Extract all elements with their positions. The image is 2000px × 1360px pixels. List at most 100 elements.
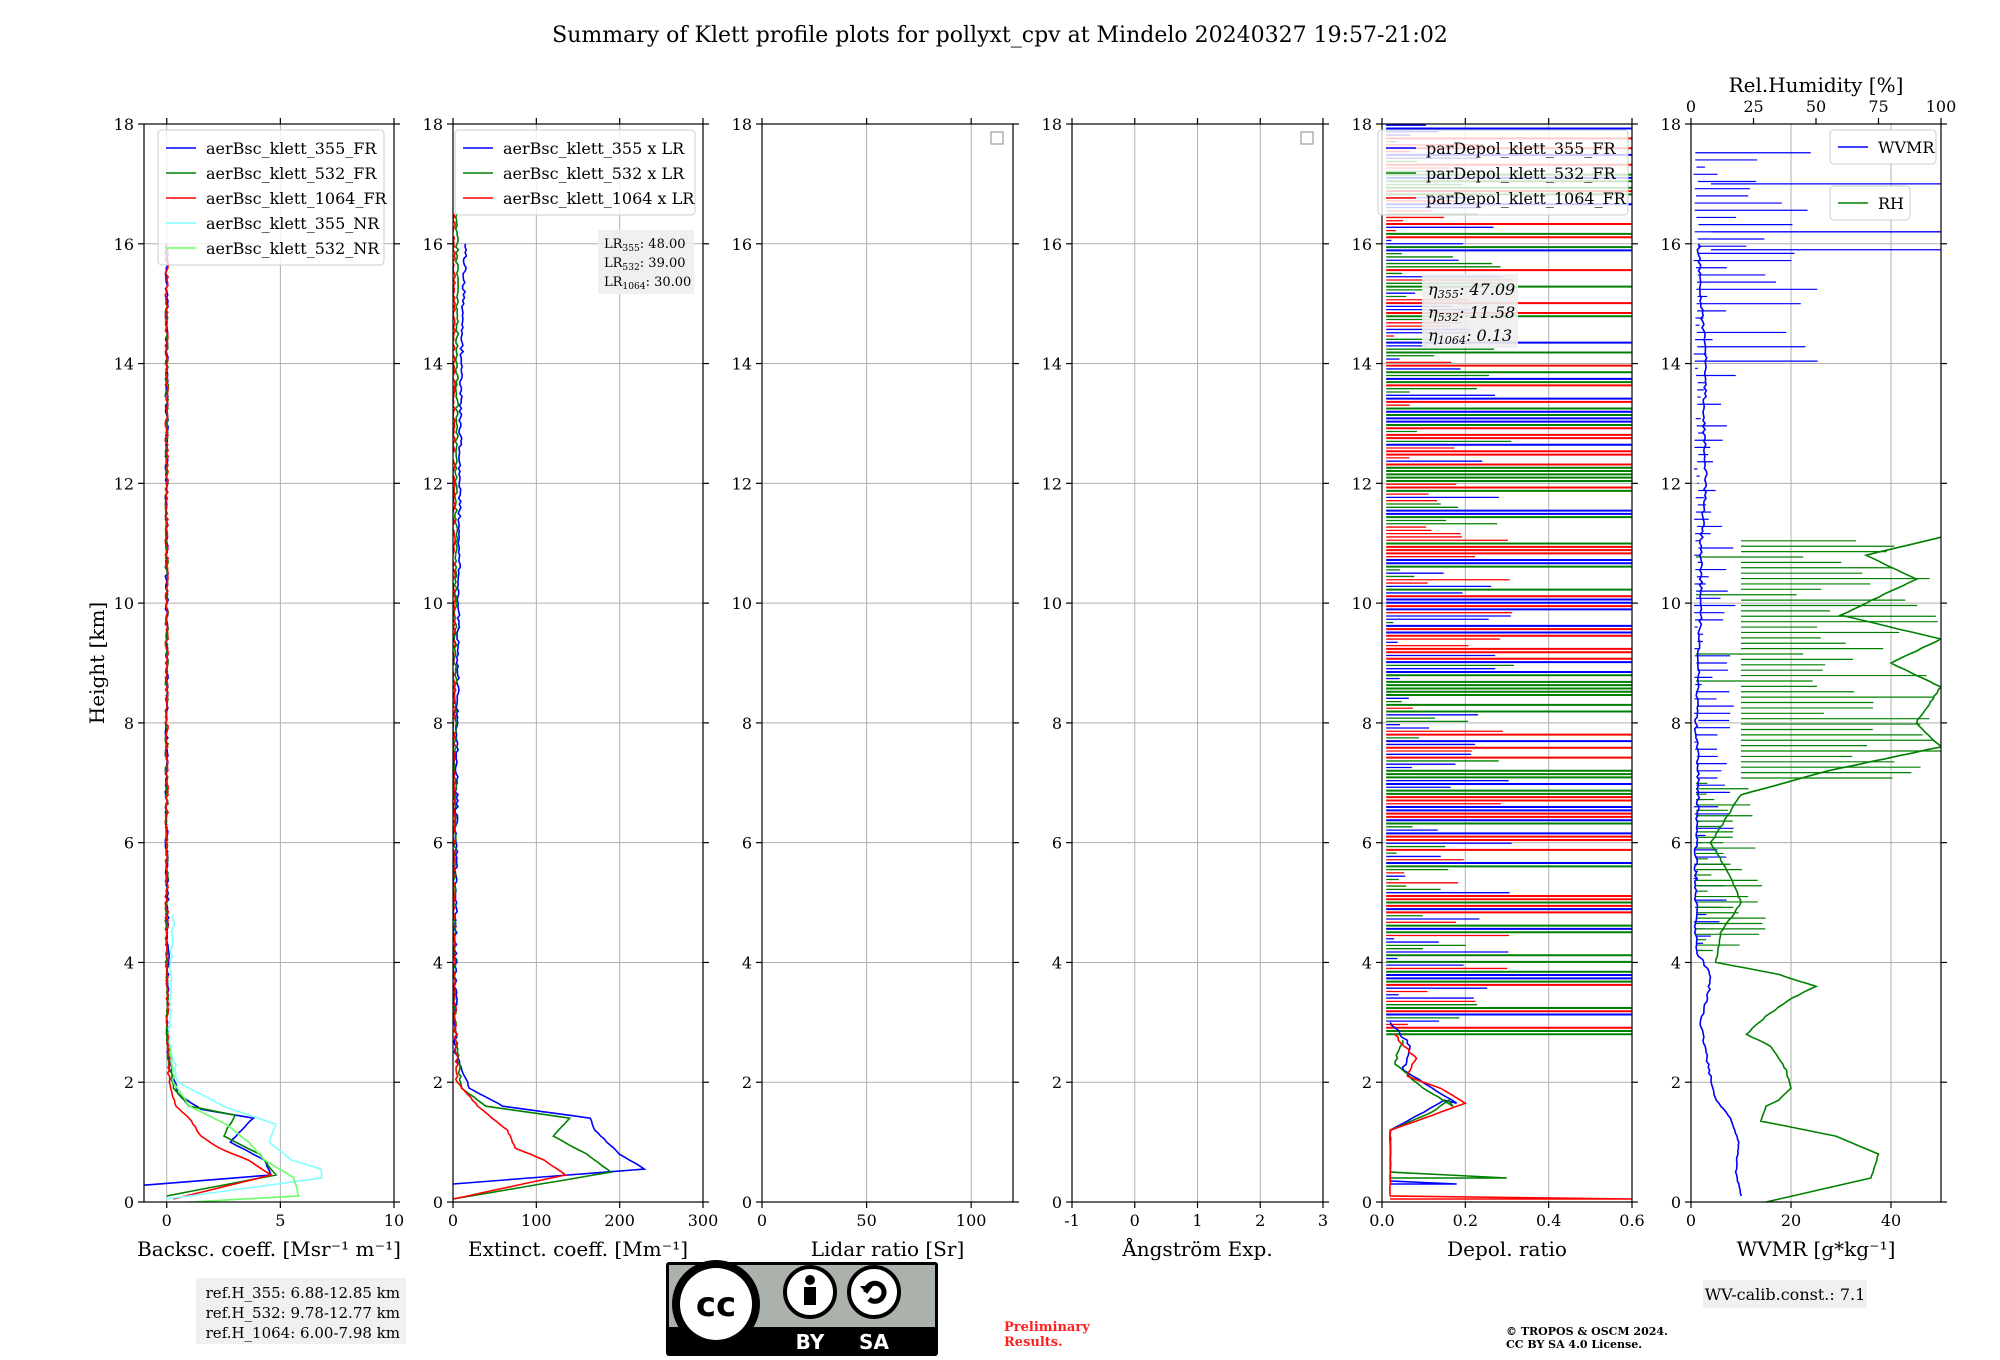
legend-label: aerBsc_klett_532_NR bbox=[206, 239, 380, 258]
x-tick-label: 1 bbox=[1192, 1211, 1202, 1230]
y-tick-label: 16 bbox=[732, 235, 752, 254]
x-tick-label: 0.0 bbox=[1369, 1211, 1394, 1230]
y-tick-label: 8 bbox=[1671, 714, 1681, 733]
eta-value-1064: η1064: 0.13 bbox=[1428, 326, 1512, 347]
y-tick-label: 10 bbox=[1352, 594, 1372, 613]
plot-area bbox=[144, 243, 323, 1202]
x-axis-label: Backsc. coeff. [Msr⁻¹ m⁻¹] bbox=[137, 1237, 401, 1261]
top-x-tick-label: 100 bbox=[1926, 97, 1957, 116]
legend-label: aerBsc_klett_1064 x LR bbox=[503, 189, 695, 208]
axes-frame bbox=[1381, 123, 1633, 1203]
empty-legend-box bbox=[1300, 131, 1314, 145]
y-tick-label: 2 bbox=[1052, 1073, 1062, 1092]
y-tick-label: 2 bbox=[1362, 1073, 1372, 1092]
cc-license-badge: cc BY SA bbox=[666, 1260, 938, 1356]
legend: aerBsc_klett_355_FR aerBsc_klett_532_FRae… bbox=[157, 129, 388, 266]
wv-calib-label: WV-calib.const.: 7.1 bbox=[1705, 1285, 1866, 1304]
x-axis-label: Extinct. coeff. [Mm⁻¹] bbox=[468, 1237, 688, 1261]
legend-label: RH bbox=[1878, 194, 1904, 213]
y-tick-label: 8 bbox=[124, 714, 134, 733]
top-x-tick-label: 75 bbox=[1868, 97, 1888, 116]
x-tick-label: 10 bbox=[384, 1211, 404, 1230]
y-tick-label: 4 bbox=[1362, 953, 1372, 972]
series-line-aerbsc-klett-532-fr bbox=[164, 303, 278, 1197]
legend-label: parDepol_klett_532_FR bbox=[1426, 164, 1617, 183]
empty-legend-box bbox=[990, 131, 1004, 145]
x-axis-label: WVMR [g*kg⁻¹] bbox=[1737, 1237, 1896, 1261]
y-tick-label: 4 bbox=[1052, 953, 1062, 972]
y-tick-label: 4 bbox=[124, 953, 134, 972]
legend-box bbox=[1377, 129, 1629, 216]
x-axis-label: Lidar ratio [Sr] bbox=[811, 1237, 965, 1261]
series-line-pardepol-klett-1064-fr bbox=[1389, 1033, 1632, 1200]
sa-sharealike-icon bbox=[847, 1265, 901, 1319]
y-tick-label: 10 bbox=[423, 594, 443, 613]
lidar-ratio-value-532: LR532: 39.00 bbox=[604, 256, 686, 273]
legend-label: aerBsc_klett_355 x LR bbox=[503, 139, 685, 158]
y-tick-label: 16 bbox=[114, 235, 134, 254]
legend-label: parDepol_klett_1064_FR bbox=[1426, 189, 1627, 208]
x-tick-label: 5 bbox=[275, 1211, 285, 1230]
y-tick-label: 10 bbox=[114, 594, 134, 613]
ref-height-532: ref.H_532: 9.78-12.77 km bbox=[206, 1304, 400, 1322]
y-tick-label: 12 bbox=[1042, 474, 1062, 493]
y-tick-label: 16 bbox=[1042, 235, 1062, 254]
series-line-aerbsc-klett-355-nr bbox=[166, 914, 323, 1200]
series-line-aerbsc-klett-532-nr bbox=[168, 1045, 300, 1202]
x-tick-label: 200 bbox=[604, 1211, 635, 1230]
legend: WVMR RH bbox=[1829, 129, 1937, 221]
y-tick-label: 0 bbox=[1362, 1193, 1372, 1212]
y-tick-label: 2 bbox=[124, 1073, 134, 1092]
x-tick-label: 2 bbox=[1255, 1211, 1265, 1230]
eta-value-355: η355: 47.09 bbox=[1428, 280, 1515, 301]
top-x-tick-label: 0 bbox=[1686, 97, 1696, 116]
y-tick-label: 18 bbox=[114, 115, 134, 134]
y-tick-label: 18 bbox=[423, 115, 443, 134]
series-line-wvmr bbox=[1693, 243, 1743, 1197]
y-tick-label: 6 bbox=[742, 834, 752, 853]
y-tick-label: 2 bbox=[1671, 1073, 1681, 1092]
y-tick-label: 16 bbox=[1352, 235, 1372, 254]
y-axis-label: Height [km] bbox=[85, 602, 109, 724]
x-tick-label: 0 bbox=[1130, 1211, 1140, 1230]
x-tick-label: 0 bbox=[162, 1211, 172, 1230]
series-line-aerbsc-klett-1064-x-lr bbox=[453, 213, 568, 1200]
y-tick-label: 14 bbox=[732, 355, 752, 374]
plot-area bbox=[453, 213, 647, 1200]
x-tick-label: 300 bbox=[688, 1211, 719, 1230]
y-tick-label: 8 bbox=[1052, 714, 1062, 733]
legend-label: parDepol_klett_355_FR bbox=[1426, 139, 1617, 158]
series-line-aerbsc-klett-532-x-lr bbox=[453, 213, 613, 1200]
cc-logo-label: cc bbox=[696, 1285, 736, 1325]
lidar-ratio-box-bg bbox=[598, 230, 694, 294]
panel-backscatter: 0 2 4 6 8 10 12 14 16 18 0 5 10 Backsc. coeff. [Msr⁻¹… bbox=[85, 115, 404, 1261]
ref-height-1064: ref.H_1064: 6.00-7.98 km bbox=[206, 1324, 400, 1342]
y-tick-label: 12 bbox=[423, 474, 443, 493]
eta-value-532: η532: 11.58 bbox=[1428, 303, 1515, 324]
y-tick-label: 12 bbox=[1352, 474, 1372, 493]
ref-height-355: ref.H_355: 6.88-12.85 km bbox=[206, 1284, 400, 1302]
legend-box bbox=[157, 129, 385, 266]
panel-depol: 0 2 4 6 8 10 12 14 16 18 0.0 0.2 0.4 0.6 Depol. ratio p… bbox=[1352, 115, 1645, 1261]
x-tick-label: 0 bbox=[757, 1211, 767, 1230]
x-tick-label: 0 bbox=[1686, 1211, 1696, 1230]
x-tick-label: 50 bbox=[856, 1211, 876, 1230]
x-tick-label: 100 bbox=[956, 1211, 987, 1230]
x-axis-label: Ångström Exp. bbox=[1121, 1236, 1272, 1261]
y-tick-label: 8 bbox=[433, 714, 443, 733]
axes-frame bbox=[761, 123, 1014, 1203]
legend-box bbox=[1829, 185, 1911, 221]
ref-height-box: ref.H_355: 6.88-12.85 km ref.H_532: 9.78… bbox=[196, 1278, 406, 1344]
legend: aerBsc_klett_355 x LR aerBsc_klett_532 x … bbox=[454, 129, 696, 216]
x-tick-label: 0.6 bbox=[1619, 1211, 1644, 1230]
preliminary-line1: Preliminary bbox=[1004, 1320, 1090, 1335]
x-tick-label: 40 bbox=[1881, 1211, 1901, 1230]
series-line-rh bbox=[1709, 536, 1941, 1202]
y-tick-label: 0 bbox=[1671, 1193, 1681, 1212]
top-x-tick-label: 50 bbox=[1806, 97, 1826, 116]
panel-lidar-ratio: 0 2 4 6 8 10 12 14 16 18 0 50 100 Lidar ratio [Sr] bbox=[732, 115, 1019, 1261]
lidar-ratio-value-355: LR355: 48.00 bbox=[604, 237, 686, 254]
y-tick-label: 16 bbox=[1661, 235, 1681, 254]
